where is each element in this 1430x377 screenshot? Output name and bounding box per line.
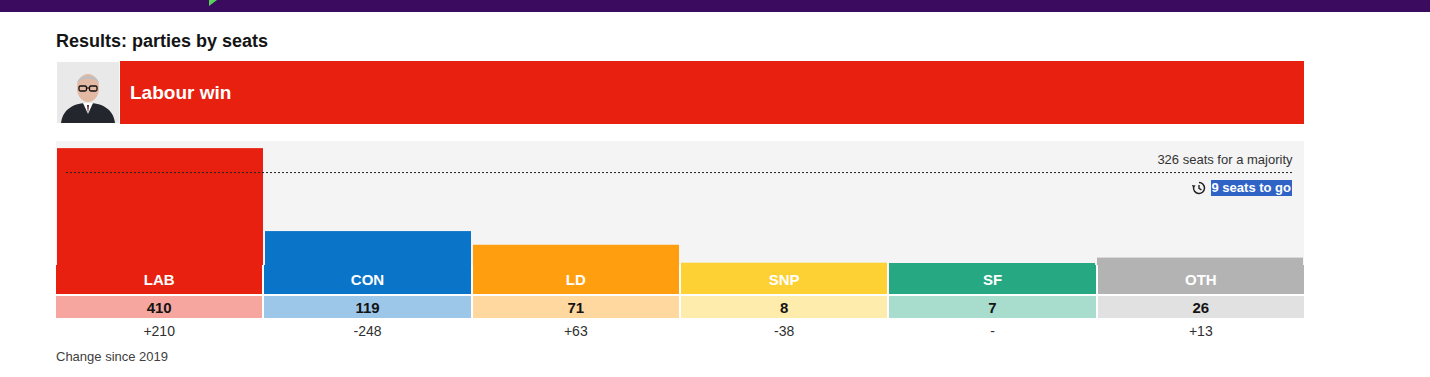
html-text:+63: +63 (563, 323, 588, 339)
html-text:7: 7 (988, 298, 997, 316)
html-text:Results: parties by seats: Results: parties by seats (56, 31, 269, 51)
html-text:26: 26 (1192, 298, 1210, 316)
html-text:+210: +210 (143, 323, 175, 339)
html-text:9 seats to go: 9 seats to go (1211, 179, 1291, 195)
html-text:Labour win: Labour win (130, 82, 232, 103)
html-text:OTH: OTH (1185, 271, 1217, 288)
html-text:CON: CON (350, 271, 385, 288)
html-text:Change since 2019: Change since 2019 (56, 349, 168, 364)
html-text:SNP: SNP (768, 271, 800, 288)
html-text:8: 8 (780, 298, 789, 316)
svg-text:326 seats for a majority: 326 seats for a majority (1157, 152, 1293, 167)
html-text:SF: SF (982, 271, 1003, 288)
html-text:-248: -248 (353, 323, 382, 339)
html-text:71: 71 (567, 298, 585, 316)
html-text:119: 119 (355, 298, 380, 316)
html-text:+13: +13 (1188, 323, 1213, 339)
html-text:410: 410 (146, 298, 172, 316)
html-text:LD: LD (565, 271, 586, 288)
html-text:LAB: LAB (143, 271, 175, 288)
html-text:-38: -38 (774, 323, 795, 339)
